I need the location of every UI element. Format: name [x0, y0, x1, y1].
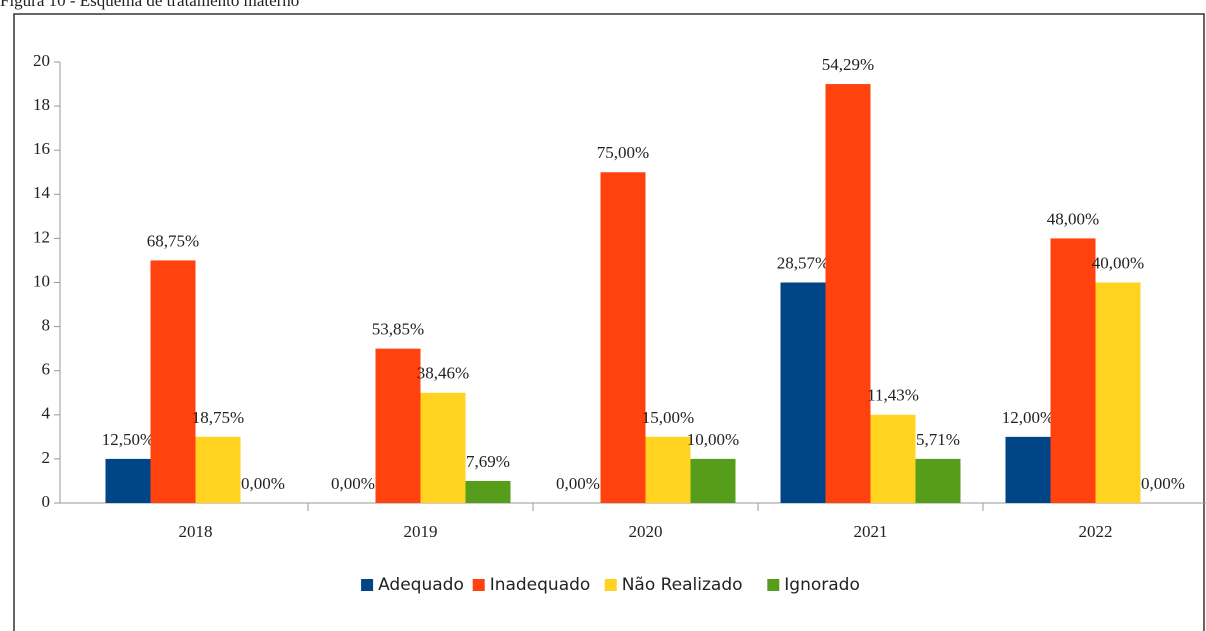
x-tick-label: 2021	[854, 522, 888, 541]
bar	[915, 458, 961, 503]
value-label: 0,00%	[241, 474, 285, 493]
value-label: 5,71%	[916, 430, 960, 449]
bar	[420, 392, 466, 503]
value-label: 10,00%	[687, 430, 739, 449]
y-tick-label: 20	[33, 51, 50, 70]
y-tick-label: 8	[42, 316, 51, 335]
value-label: 68,75%	[147, 231, 199, 250]
value-label: 48,00%	[1047, 209, 1099, 228]
x-tick-label: 2019	[404, 522, 438, 541]
y-tick-label: 16	[33, 139, 50, 158]
bar	[150, 260, 196, 503]
y-tick-label: 12	[33, 227, 50, 246]
legend-label: Ignorado	[784, 575, 860, 595]
legend-swatch	[472, 579, 485, 591]
frame	[13, 13, 1205, 631]
value-label: 18,75%	[192, 408, 244, 427]
y-tick-label: 0	[42, 492, 51, 511]
bar	[645, 436, 691, 503]
legend-swatch	[361, 579, 374, 591]
bar	[1050, 238, 1096, 503]
legend-label: Não Realizado	[622, 575, 743, 595]
value-label: 15,00%	[642, 408, 694, 427]
value-label: 12,50%	[102, 430, 154, 449]
value-label: 0,00%	[556, 474, 600, 493]
legend-swatch	[767, 579, 780, 591]
bar	[465, 480, 511, 503]
y-tick-label: 2	[42, 448, 51, 467]
value-label: 54,29%	[822, 55, 874, 74]
value-label: 11,43%	[867, 386, 919, 405]
value-label: 40,00%	[1092, 253, 1144, 272]
bar	[600, 172, 646, 503]
value-label: 75,00%	[597, 143, 649, 162]
bar	[375, 348, 421, 503]
value-label: 12,00%	[1002, 408, 1054, 427]
x-tick-label: 2020	[629, 522, 663, 541]
bar	[1095, 282, 1141, 503]
x-tick-label: 2018	[179, 522, 213, 541]
bar	[1005, 436, 1051, 503]
legend-label: Inadequado	[490, 575, 591, 595]
bar	[105, 458, 151, 503]
value-label: 28,57%	[777, 253, 829, 272]
bar	[690, 458, 736, 503]
legend-label: Adequado	[378, 575, 464, 595]
y-tick-label: 18	[33, 95, 50, 114]
y-tick-label: 10	[33, 271, 50, 290]
value-label: 38,46%	[417, 364, 469, 383]
value-label: 7,69%	[466, 452, 510, 471]
legend-swatch	[604, 579, 617, 591]
caption: Figura 10 - Esquema de tratamento matern…	[0, 0, 299, 10]
bar	[195, 436, 241, 503]
value-label: 53,85%	[372, 320, 424, 339]
y-tick-label: 4	[42, 404, 51, 423]
y-tick-label: 14	[33, 183, 51, 202]
bar	[825, 84, 871, 504]
value-label: 0,00%	[331, 474, 375, 493]
y-tick-label: 6	[42, 360, 51, 379]
x-tick-label: 2022	[1079, 522, 1113, 541]
bar	[870, 414, 916, 503]
value-label: 0,00%	[1141, 474, 1185, 493]
bar	[780, 282, 826, 503]
